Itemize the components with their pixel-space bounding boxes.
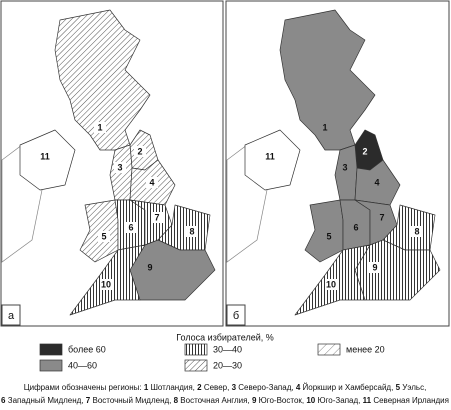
region [19,129,76,191]
region-label-bg [94,122,106,133]
caption-number: 3 [232,383,237,392]
legend-swatch [317,343,341,356]
region-label-bg [100,279,112,290]
region-label-bg [325,279,337,290]
region-label: 9 [147,262,152,272]
region-label: 5 [101,231,106,241]
caption-text: Юго-Восток, [259,396,304,405]
caption-number: 5 [396,383,401,392]
region-label-bg [151,212,163,223]
region-label: 1 [322,122,327,132]
caption-line: 6 Западный Мидленд, 7 Восточный Мидленд,… [1,396,449,405]
region-label-bg [369,262,381,273]
region-label-bg [125,222,137,233]
region-label: 7 [154,212,159,222]
region-label-bg [359,146,371,157]
caption-number: 6 [1,396,6,405]
map-panel: 1 2 3 4 5 6 7 8 9 10 11 а [1,9,216,326]
region-label: 3 [342,162,347,172]
region-label: 4 [149,177,154,187]
caption-text: Юго-Запад, [317,396,360,405]
panel-label: а [8,310,15,322]
caption-text: Северо-Запад, [238,383,293,392]
caption-text: Восточная Англия, [180,396,249,405]
caption-text: Северная Ирландия [373,396,449,405]
legend-label: 30—40 [213,344,242,354]
region-label-bg [350,222,362,233]
legend-swatch [39,343,63,356]
panel-label: б [233,310,239,322]
legend-label: более 60 [68,344,106,354]
region-label-bg [114,162,126,173]
region-label: 10 [326,279,336,289]
region-label-bg [134,146,146,157]
region-label-bg [371,177,383,188]
legend-label: 40—60 [68,360,97,370]
region-label: 1 [97,122,102,132]
caption-text: Шотландия, [151,383,195,392]
legend-label: 20—30 [213,360,242,370]
region-label: 2 [137,146,142,156]
caption-number: 2 [197,383,202,392]
map-panel: 1 2 3 4 5 6 7 8 9 10 11 б [226,9,441,326]
caption-number: 1 [144,383,149,392]
region-label: 4 [374,177,379,187]
caption-text: Западный Мидленд, [8,396,84,405]
caption-text: Цифрами обозначены регионы: [24,383,142,392]
region-label: 5 [326,231,331,241]
legend-label: менее 20 [346,344,385,354]
caption-number: 8 [174,396,179,405]
caption-text: Уэльс, [402,383,426,392]
region-label-bg [339,162,351,173]
caption-number: 9 [252,396,257,405]
legend-swatch [184,343,208,356]
region-label: 11 [265,151,275,161]
region-label: 7 [379,212,384,222]
region-label: 8 [189,226,194,236]
caption-line: Цифрами обозначены регионы: 1 Шотландия,… [24,383,427,392]
region-label-bg [144,262,156,273]
panel-label-box [1,304,21,326]
region [244,129,301,191]
region-label-bg [411,226,423,237]
region-label: 8 [414,226,419,236]
caption-number: 10 [306,396,315,405]
panel-label-box [226,304,246,326]
region-label-bg [323,231,335,242]
region-label: 2 [362,146,367,156]
caption-text: Север, [204,383,230,392]
caption-number: 7 [86,396,91,405]
region-label: 6 [353,222,358,232]
caption-text: Йоркшир и Хамберсайд, [303,383,394,392]
region-label: 10 [101,279,111,289]
legend-swatch [184,359,208,372]
region-label-bg [186,226,198,237]
region-label: 6 [128,222,133,232]
caption-number: 11 [363,396,372,405]
caption-text: Восточный Мидленд, [92,396,171,405]
region-label: 9 [372,262,377,272]
region-label-bg [98,231,110,242]
region-label-bg [319,122,331,133]
caption-number: 4 [296,383,301,392]
legend-title: Голоса избирателей, % [176,332,274,342]
region-label-bg [146,177,158,188]
region-label: 3 [117,162,122,172]
region-label-bg [376,212,388,223]
region-label: 11 [40,151,50,161]
legend-swatch [39,359,63,372]
